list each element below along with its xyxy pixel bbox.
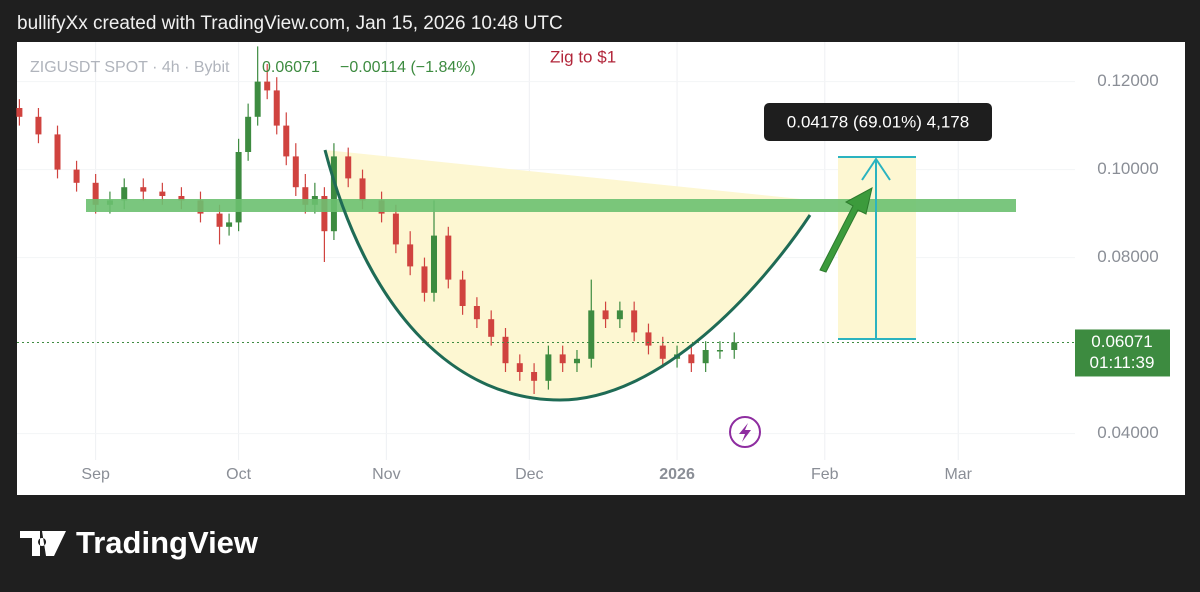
alert-bolt [739, 423, 751, 442]
annotation: Zig to $1 [550, 47, 616, 66]
candle-body [330, 156, 337, 232]
candle-body [659, 345, 666, 359]
candle-body [573, 358, 580, 364]
candle-body [235, 152, 242, 223]
candle-body [178, 196, 185, 201]
y-tick-label: 0.10000 [1097, 159, 1158, 178]
last-price: 0.06071 [262, 59, 320, 76]
candle-body [502, 336, 509, 364]
candle-body [226, 222, 233, 227]
symbol: ZIGUSDT SPOT · 4h · Bybit [30, 59, 230, 76]
x-tick-label: Sep [81, 466, 110, 483]
candle-body [459, 279, 466, 306]
candle-body [616, 310, 623, 320]
candle-body [731, 342, 738, 350]
candle-body [516, 363, 523, 372]
candle-body [445, 235, 452, 280]
candle-body [631, 310, 638, 333]
x-tick-label: Nov [372, 466, 400, 483]
candle-body [431, 235, 438, 293]
candles [16, 46, 738, 394]
candle-body [92, 182, 99, 205]
candle-body [702, 350, 709, 364]
candle-body [688, 354, 695, 364]
candle-body [473, 306, 480, 320]
candle-body [54, 134, 61, 170]
y-tick-label: 0.04000 [1097, 423, 1158, 442]
logo-text: TradingView [76, 525, 259, 560]
candle-body [245, 116, 252, 152]
candle-body [531, 372, 538, 381]
x-tick-label: Feb [811, 466, 839, 483]
candle-body [602, 310, 609, 320]
candle-body [159, 191, 166, 196]
candle-body [35, 116, 42, 135]
cup-fill [325, 150, 810, 400]
candle-body [16, 108, 23, 117]
x-tick-label: Dec [515, 466, 543, 483]
candle-body [392, 213, 399, 245]
candle-body [254, 81, 261, 117]
alert-icon [729, 416, 761, 448]
candle-body [488, 319, 495, 337]
candle-body [273, 90, 280, 126]
candle-body [73, 169, 80, 183]
x-tick-label: Mar [944, 466, 972, 483]
candle-body [359, 178, 366, 201]
candle-body [559, 354, 566, 364]
candle-body [283, 125, 290, 157]
measure-tooltip [764, 103, 992, 141]
candle-body [588, 310, 595, 359]
x-tick-label: Oct [226, 466, 251, 483]
candle-body [264, 81, 271, 91]
y-tick-label: 0.12000 [1097, 71, 1158, 90]
candle-body [321, 196, 328, 232]
candle-body [716, 350, 723, 352]
candle-body [407, 244, 414, 267]
y-tick-label: 0.08000 [1097, 247, 1158, 266]
price-badge [1075, 329, 1170, 377]
target-arrow [819, 187, 873, 273]
measure-label: 0.04178 (69.01%) 4,178 [787, 112, 969, 131]
measure-arrowhead [861, 157, 891, 181]
x-tick-label: 2026 [659, 466, 695, 483]
candle-body [545, 354, 552, 381]
candle-body [140, 187, 147, 192]
change: −0.00114 (−1.84%) [340, 59, 476, 76]
candle-body [421, 266, 428, 293]
candle-body [302, 187, 309, 205]
candle-body [292, 156, 299, 188]
countdown: 01:11:39 [1090, 353, 1155, 372]
cup-curve [323, 149, 812, 402]
logo-mark [20, 531, 66, 556]
price-badge-label: 0.06071 [1091, 332, 1152, 351]
candle-body [216, 213, 223, 227]
candle-body [121, 187, 128, 201]
resistance-band [86, 199, 1016, 212]
header: bullifyXx created with TradingView.com, … [17, 13, 563, 34]
candle-body [345, 156, 352, 179]
candle-body [645, 332, 652, 346]
